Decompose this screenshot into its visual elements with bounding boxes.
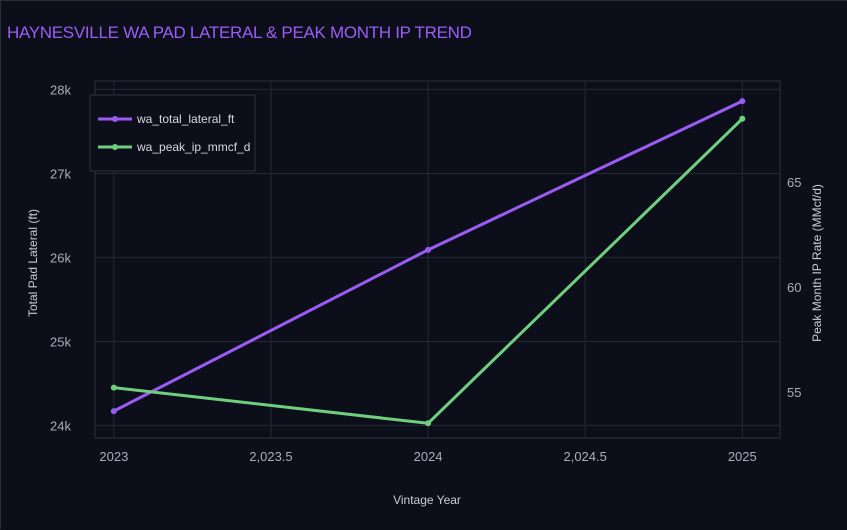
x-tick-label: 2,023.5 [249, 449, 292, 464]
y-right-tick-label: 60 [787, 280, 801, 295]
y-right-axis-title: Peak Month IP Rate (MMcf/d) [810, 184, 824, 342]
legend-marker [112, 144, 118, 150]
y-right-axis-ticks: 55 60 65 [787, 175, 801, 400]
legend-label: wa_peak_ip_mmcf_d [136, 140, 250, 154]
data-point-wa_total_lateral_ft [739, 98, 746, 105]
legend-marker [112, 116, 118, 122]
x-tick-label: 2,024.5 [563, 449, 606, 464]
grid [95, 81, 780, 438]
legend: wa_total_lateral_ft wa_peak_ip_mmcf_d [89, 94, 256, 172]
y-left-tick-label: 28k [50, 82, 71, 97]
x-tick-label: 2024 [414, 449, 443, 464]
chart-title: HAYNESVILLE WA PAD LATERAL & PEAK MONTH … [7, 23, 472, 42]
x-tick-label: 2023 [99, 449, 128, 464]
y-right-tick-label: 65 [787, 175, 801, 190]
y-left-axis-title: Total Pad Lateral (ft) [26, 209, 40, 317]
y-left-tick-label: 27k [50, 166, 71, 181]
y-left-tick-label: 26k [50, 250, 71, 265]
data-point-wa_peak_ip_mmcf_d [739, 115, 746, 122]
y-right-tick-label: 55 [787, 385, 801, 400]
data-point-wa_peak_ip_mmcf_d [425, 420, 432, 427]
data-point-wa_peak_ip_mmcf_d [110, 384, 117, 391]
x-axis-title: Vintage Year [393, 493, 461, 507]
legend-box [89, 94, 256, 172]
y-left-axis-ticks: 24k 25k 26k 27k 28k [50, 82, 71, 433]
data-point-wa_total_lateral_ft [110, 408, 117, 415]
y-left-tick-label: 24k [50, 418, 71, 433]
y-left-tick-label: 25k [50, 334, 71, 349]
series-lines [110, 98, 746, 427]
data-point-wa_total_lateral_ft [425, 246, 432, 253]
legend-label: wa_total_lateral_ft [136, 112, 235, 126]
x-axis-ticks: 2023 2,023.5 2024 2,024.5 2025 [99, 449, 756, 464]
x-tick-label: 2025 [728, 449, 757, 464]
